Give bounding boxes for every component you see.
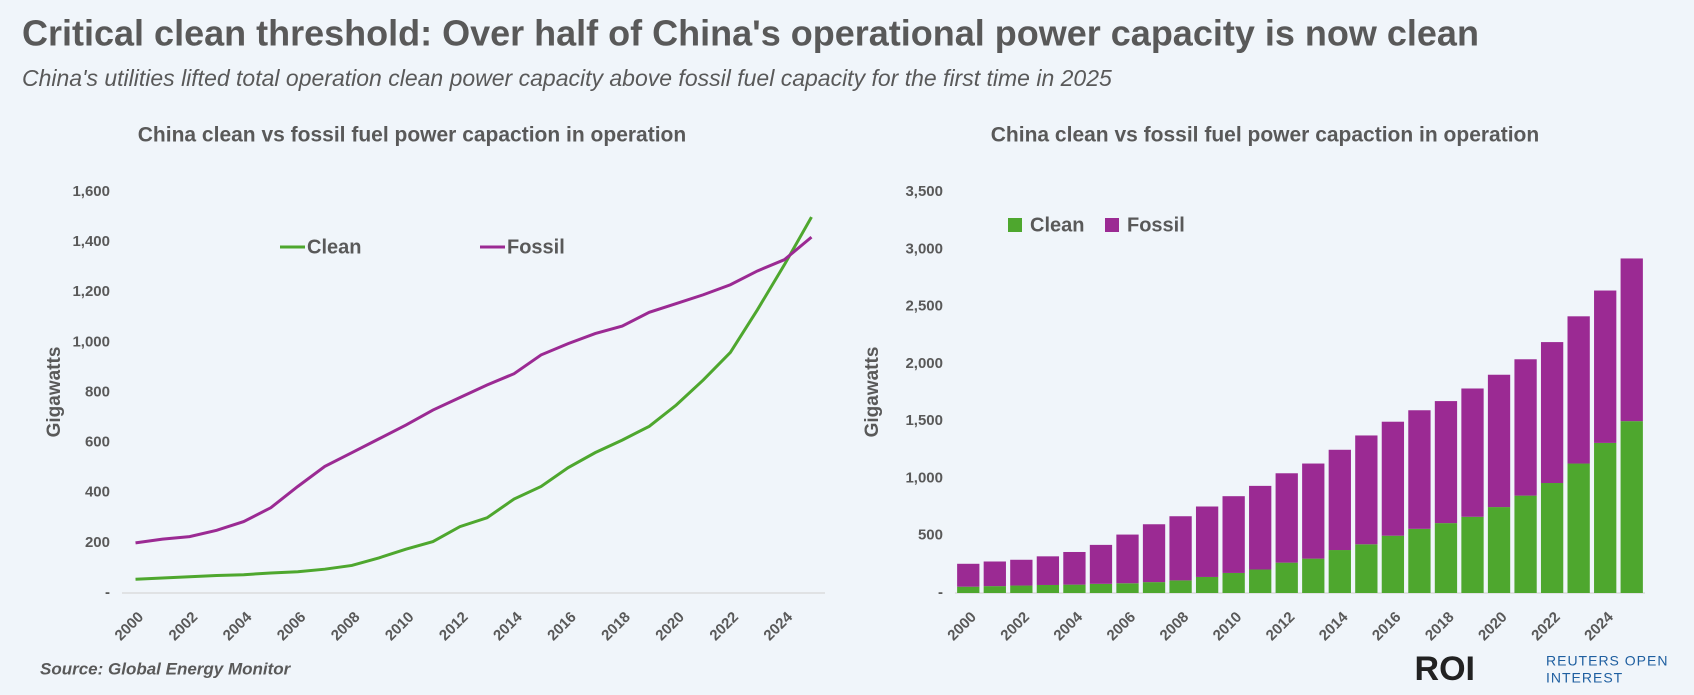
source: Source: Global Energy Monitor [40, 659, 292, 678]
logo-line: INTEREST [1546, 670, 1623, 686]
y-tick-label: - [938, 584, 943, 601]
legend-label: Clean [1030, 214, 1084, 236]
bar-segment [1328, 550, 1351, 593]
bar-segment [1222, 572, 1245, 593]
bar-segment [1381, 421, 1405, 536]
bar-segment [1116, 583, 1139, 593]
legend-swatch [1008, 218, 1022, 232]
y-axis-label: Gigawatts [862, 347, 883, 438]
bar-segment [957, 586, 980, 593]
bar-segment [1275, 473, 1298, 563]
chart-title: China clean vs fossil fuel power capacti… [991, 124, 1539, 147]
bar-segment [1487, 374, 1511, 508]
y-tick-label: 800 [85, 383, 110, 400]
bar-segment [1169, 516, 1192, 581]
bar-segment [1514, 359, 1537, 496]
y-tick-label: 1,200 [72, 283, 110, 300]
bar-segment [1461, 516, 1484, 593]
page-subtitle: China's utilities lifted total operation… [22, 65, 1112, 91]
bar-segment [1461, 388, 1484, 517]
bar-segment [1514, 495, 1537, 593]
line [135, 235, 813, 545]
logo-mark: ROI [1415, 650, 1475, 688]
bar-segment [983, 561, 1006, 587]
y-tick-label: 400 [85, 484, 110, 501]
y-tick-label: 2,000 [905, 355, 943, 372]
y-tick-label: 1,000 [72, 333, 110, 350]
bar-segment [1089, 583, 1113, 593]
y-tick-label: 200 [85, 534, 110, 551]
bar-segment [1594, 290, 1617, 443]
y-axis-label: Gigawatts [44, 347, 65, 438]
y-tick-label: 1,500 [905, 412, 943, 429]
bar-segment [1355, 544, 1378, 593]
bar-segment [1010, 585, 1033, 593]
bar-segment [1540, 483, 1564, 593]
bar-segment [1036, 556, 1060, 585]
bar-segment [1275, 562, 1298, 593]
y-tick-label: 600 [85, 434, 110, 451]
bar-segment [1355, 435, 1378, 545]
legend-swatch [1105, 218, 1119, 232]
legend-label: Fossil [507, 236, 565, 258]
bar-segment [1116, 534, 1139, 584]
bar-segment [1063, 551, 1086, 585]
bar-segment [1195, 506, 1219, 577]
bar-segment [1222, 496, 1245, 573]
bar-segment [1249, 569, 1272, 593]
bar-segment [1142, 524, 1166, 583]
bar-segment [1195, 576, 1219, 593]
bar-segment [1540, 342, 1564, 484]
bar-segment [1567, 316, 1590, 464]
bar-segment [1381, 535, 1405, 593]
bar-segment [1302, 558, 1325, 593]
bar-segment [1408, 410, 1431, 529]
bar-segment [957, 563, 980, 587]
bar-segment [1249, 485, 1272, 570]
bar-segment [1620, 258, 1643, 422]
y-tick-label: 3,500 [905, 183, 943, 200]
bar-segment [1434, 523, 1458, 593]
bar-segment [1036, 584, 1060, 593]
bar-segment [1302, 463, 1325, 559]
bar-segment [1328, 449, 1351, 551]
page-title: Critical clean threshold: Over half of C… [22, 13, 1479, 54]
y-tick-label: - [105, 584, 110, 601]
chart-title: China clean vs fossil fuel power capacti… [138, 124, 686, 147]
bar-segment [1620, 421, 1643, 593]
bar-segment [1567, 463, 1590, 593]
bar-segment [1169, 580, 1192, 593]
y-tick-label: 2,500 [905, 298, 943, 315]
logo-line: REUTERS OPEN [1546, 653, 1668, 669]
legend-label: Clean [307, 236, 361, 258]
y-tick-label: 1,600 [72, 183, 110, 200]
bar-segment [983, 586, 1006, 593]
bar-segment [1408, 528, 1431, 593]
y-tick-label: 3,000 [905, 240, 943, 257]
bar-segment [1434, 401, 1458, 524]
y-tick-label: 500 [918, 527, 943, 544]
y-tick-label: 1,400 [72, 233, 110, 250]
y-tick-label: 1,000 [905, 469, 943, 486]
bar-segment [1063, 584, 1086, 593]
bar-segment [1594, 442, 1617, 593]
bar-segment [1010, 559, 1033, 586]
bar-segment [1487, 507, 1511, 593]
legend-label: Fossil [1127, 214, 1185, 236]
bar-segment [1142, 582, 1166, 593]
line [135, 216, 813, 581]
bar-segment [1089, 544, 1113, 584]
